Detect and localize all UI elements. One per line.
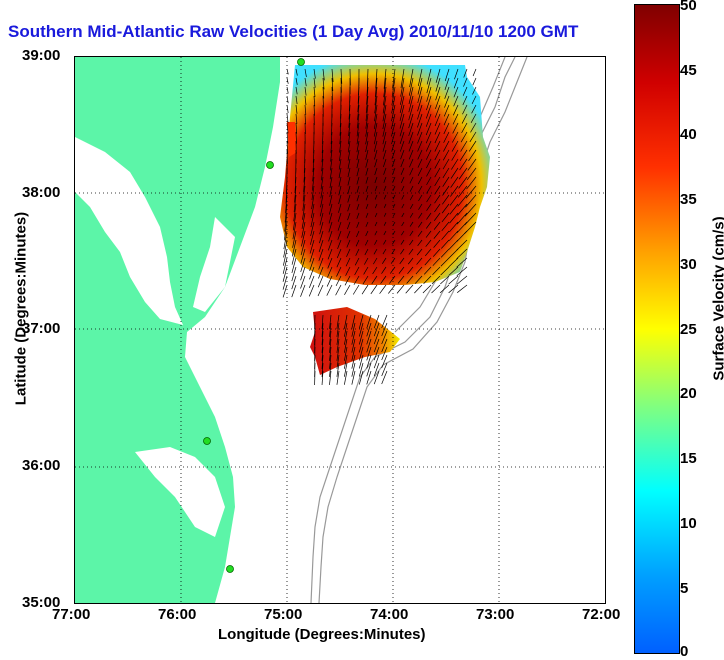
station-marker	[298, 59, 305, 66]
velocity-arrow	[283, 267, 287, 282]
map-title: Southern Mid-Atlantic Raw Velocities (1 …	[8, 22, 578, 42]
y-tick-label: 36:00	[22, 457, 60, 474]
velocity-arrow	[352, 371, 355, 385]
velocity-arrow	[473, 78, 476, 85]
colorbar	[634, 4, 680, 654]
x-tick-label: 73:00	[476, 606, 514, 623]
velocity-arrow	[367, 355, 371, 368]
velocity-arrow	[473, 69, 476, 76]
colorbar-tick: 25	[680, 321, 697, 338]
y-tick-label: 39:00	[22, 47, 60, 64]
colorbar-tick: 10	[680, 515, 697, 532]
velocity-arrow	[440, 285, 449, 293]
velocity-arrow	[397, 285, 404, 293]
colorbar-tick: 45	[680, 62, 697, 79]
colorbar-tick: 5	[680, 580, 688, 597]
velocity-arrow	[362, 285, 368, 294]
station-marker	[204, 438, 211, 445]
colorbar-tick: 40	[680, 126, 697, 143]
velocity-arrow	[352, 363, 355, 377]
colorbar-tick: 0	[680, 643, 688, 660]
velocity-arrow	[287, 87, 288, 93]
velocity-arrow	[327, 285, 332, 296]
x-tick-label: 77:00	[52, 606, 90, 623]
velocity-arrow	[371, 285, 377, 294]
colorbar-tick: 30	[680, 256, 697, 273]
velocity-arrow	[457, 285, 467, 293]
velocity-arrow	[292, 258, 296, 273]
velocity-arrow	[414, 285, 422, 293]
velocity-arrow	[344, 285, 350, 295]
velocity-arrow	[406, 285, 413, 293]
y-axis-label: Latitude (Degrees:Minutes)	[13, 194, 30, 424]
x-tick-label: 74:00	[370, 606, 408, 623]
station-marker	[267, 162, 274, 169]
x-tick-label: 75:00	[264, 606, 302, 623]
velocity-arrow	[382, 355, 387, 368]
x-tick-label: 76:00	[158, 606, 196, 623]
land-mass	[75, 57, 280, 603]
velocity-arrow	[382, 315, 387, 328]
colorbar-tick: 50	[680, 0, 697, 14]
colorbar-tick: 35	[680, 191, 697, 208]
colorbar-tick: 15	[680, 450, 697, 467]
station-marker	[227, 566, 234, 573]
velocity-arrow	[382, 371, 387, 384]
velocity-arrow	[353, 285, 359, 294]
x-axis-label: Longitude (Degrees:Minutes)	[218, 626, 426, 643]
map-canvas	[75, 57, 605, 603]
velocity-arrow	[336, 285, 341, 295]
colorbar-label: Surface Velocity (cm/s)	[711, 184, 724, 414]
colorbar-tick: 20	[680, 385, 697, 402]
x-tick-label: 72:00	[582, 606, 620, 623]
velocity-arrow	[283, 258, 287, 274]
velocity-arrow	[380, 285, 386, 294]
velocity-field-north	[280, 65, 490, 285]
velocity-arrow	[388, 285, 395, 293]
velocity-arrow	[287, 78, 288, 84]
map-plot-area[interactable]	[74, 56, 606, 604]
